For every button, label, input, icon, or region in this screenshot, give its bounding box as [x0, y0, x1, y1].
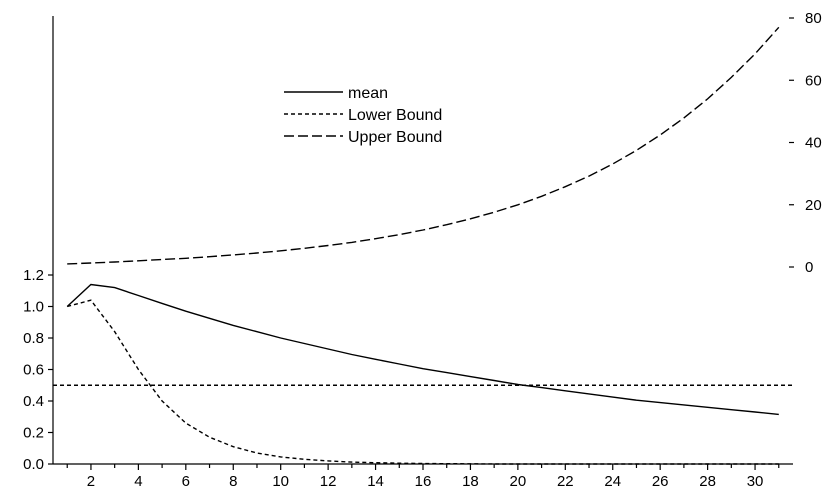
right-tick-label: 60 [805, 72, 822, 89]
legend: mean Lower Bound Upper Bound [284, 85, 442, 146]
left-tick-label: 1.2 [23, 267, 44, 284]
right-tick-label: 80 [805, 10, 822, 27]
series-line-mean [66, 283, 779, 416]
x-tick-label: 16 [415, 473, 432, 490]
x-tick-label: 8 [229, 473, 237, 490]
legend-label: mean [348, 85, 388, 102]
x-tick-label: 28 [699, 473, 716, 490]
left-axis-ticks: 0.0 0.2 0.4 0.6 0.8 1.0 1.2 [23, 267, 53, 473]
right-tick-label: 0 [805, 259, 813, 276]
left-tick-label: 0.8 [23, 330, 44, 347]
right-tick-label: 40 [805, 135, 822, 152]
series-line-lower-bound [67, 299, 779, 465]
axes [52, 16, 793, 465]
left-tick-label: 1.0 [23, 299, 44, 316]
plot-area [53, 26, 793, 465]
x-tick-label: 10 [272, 473, 289, 490]
right-tick-label: 20 [805, 197, 822, 214]
legend-label: Upper Bound [348, 129, 442, 146]
left-tick-label: 0.2 [23, 425, 44, 442]
left-tick-label: 0.4 [23, 393, 44, 410]
x-tick-label: 24 [604, 473, 621, 490]
x-tick-label: 12 [320, 473, 337, 490]
series-line-upper-bound [67, 26, 780, 265]
x-tick-label: 18 [462, 473, 479, 490]
x-tick-label: 26 [652, 473, 669, 490]
x-tick-label: 6 [182, 473, 190, 490]
left-tick-label: 0.0 [23, 456, 44, 473]
x-tick-label: 14 [367, 473, 384, 490]
right-axis-ticks: 0 20 40 60 80 [789, 10, 822, 276]
left-tick-label: 0.6 [23, 362, 44, 379]
x-tick-label: 20 [510, 473, 527, 490]
x-axis-ticks: 2 4 6 8 10 12 14 16 18 20 22 24 26 28 30 [66, 464, 780, 490]
legend-label: Lower Bound [348, 107, 442, 124]
x-tick-label: 2 [87, 473, 95, 490]
x-tick-label: 30 [747, 473, 764, 490]
x-tick-label: 22 [557, 473, 574, 490]
x-tick-label: 4 [134, 473, 142, 490]
